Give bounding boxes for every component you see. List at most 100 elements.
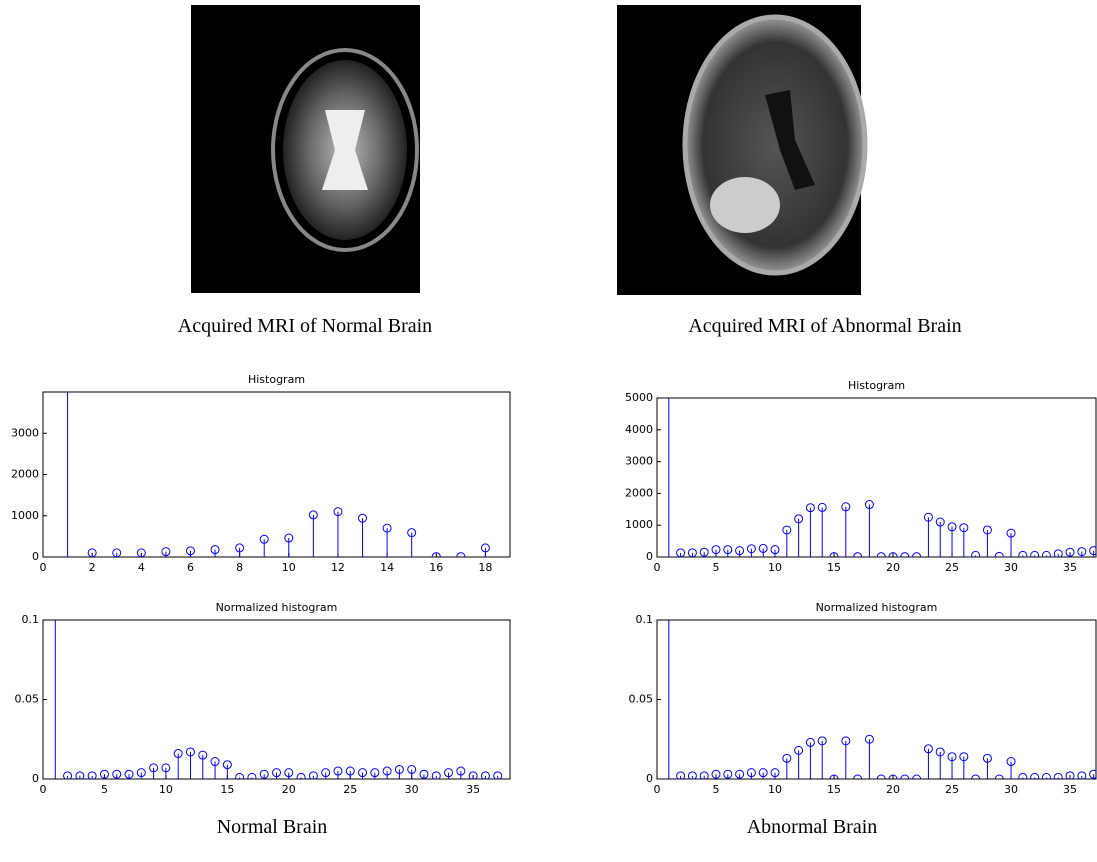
stem-marker <box>87 771 97 779</box>
stem-marker <box>853 774 863 779</box>
stem <box>876 552 886 557</box>
stem <box>333 766 343 779</box>
stem <box>817 736 827 779</box>
stem <box>75 771 85 779</box>
stem-marker <box>735 546 745 556</box>
stem <box>394 764 404 779</box>
stem-marker <box>358 768 368 778</box>
stem <box>982 525 992 557</box>
stem-marker <box>817 502 827 512</box>
stem <box>468 771 478 779</box>
stem <box>63 771 73 779</box>
stem <box>419 769 429 779</box>
x-tick-label: 35 <box>1063 561 1077 574</box>
x-tick-label: 0 <box>40 561 47 574</box>
stem <box>723 769 733 779</box>
stem <box>758 768 768 779</box>
stem <box>687 771 697 779</box>
axes: Histogram 0 1000 2000 3000 4000 5000 0 5 10 15 20 25… <box>625 379 1097 574</box>
stem <box>723 545 733 557</box>
stem <box>805 737 815 779</box>
stem <box>235 772 245 779</box>
stem-marker <box>770 768 780 778</box>
stem <box>210 545 220 557</box>
x-tick-label: 25 <box>343 783 357 796</box>
stem-marker <box>1053 772 1063 779</box>
stem <box>853 774 863 779</box>
stem <box>758 543 768 557</box>
stem-marker <box>676 548 686 557</box>
stem <box>235 543 245 557</box>
stem <box>124 769 134 779</box>
stem-marker <box>805 737 815 747</box>
stem-marker <box>794 514 804 524</box>
stem <box>699 771 709 779</box>
stem <box>321 768 331 779</box>
stem <box>493 771 503 779</box>
chart-title: Histogram <box>848 379 905 392</box>
stem-marker <box>994 551 1004 557</box>
stem <box>112 548 122 557</box>
x-tick-label: 15 <box>220 783 234 796</box>
x-tick-label: 2 <box>89 561 96 574</box>
x-tick-label: 20 <box>282 783 296 796</box>
stem-marker <box>1030 772 1040 779</box>
stem-marker <box>235 543 245 553</box>
x-tick-label: 0 <box>40 783 47 796</box>
stem-marker <box>829 774 839 779</box>
stem-marker <box>112 769 122 779</box>
stem <box>794 514 804 557</box>
stem <box>136 768 146 779</box>
stem-marker <box>982 753 992 763</box>
stem-marker <box>419 769 429 779</box>
stem-marker <box>676 771 686 779</box>
stem-marker <box>829 552 839 557</box>
stem-marker <box>112 548 122 557</box>
x-tick-label: 10 <box>282 561 296 574</box>
stem-marker <box>431 552 441 557</box>
stem-marker <box>456 552 466 557</box>
stem <box>431 552 441 557</box>
stem-marker <box>308 510 318 520</box>
stem-marker <box>758 768 768 778</box>
stem-marker <box>272 768 281 778</box>
stem-marker <box>746 768 756 778</box>
stem-marker <box>235 772 245 779</box>
stem <box>876 774 886 779</box>
y-tick-label: 0.05 <box>15 693 40 706</box>
mri-abnormal <box>617 5 868 295</box>
stem-marker <box>888 774 898 779</box>
stem <box>161 763 171 779</box>
stem <box>994 774 1004 779</box>
stem <box>1030 772 1040 779</box>
stem-marker <box>994 774 1004 779</box>
stem <box>222 760 232 779</box>
y-tick-label: 3000 <box>11 426 39 439</box>
y-tick-label: 0 <box>646 772 653 785</box>
stem-marker <box>407 528 417 538</box>
stem-marker <box>185 747 195 757</box>
x-tick-label: 18 <box>478 561 492 574</box>
stem <box>912 774 922 779</box>
x-tick-label: 10 <box>768 561 782 574</box>
stem-marker <box>841 502 851 512</box>
stem <box>161 547 171 557</box>
stem <box>480 543 490 557</box>
stem-marker <box>431 771 441 779</box>
stem <box>112 769 122 779</box>
stem <box>900 552 910 557</box>
stem <box>444 768 454 779</box>
stem <box>817 502 827 557</box>
stem <box>853 552 863 557</box>
axes-box <box>42 619 511 780</box>
stem-marker <box>358 513 368 523</box>
stem <box>994 551 1004 557</box>
stem <box>370 768 380 779</box>
stem-marker <box>982 525 992 535</box>
stem-marker <box>947 522 957 532</box>
stem-marker <box>149 763 159 773</box>
stem <box>888 774 898 779</box>
stem <box>782 753 792 779</box>
